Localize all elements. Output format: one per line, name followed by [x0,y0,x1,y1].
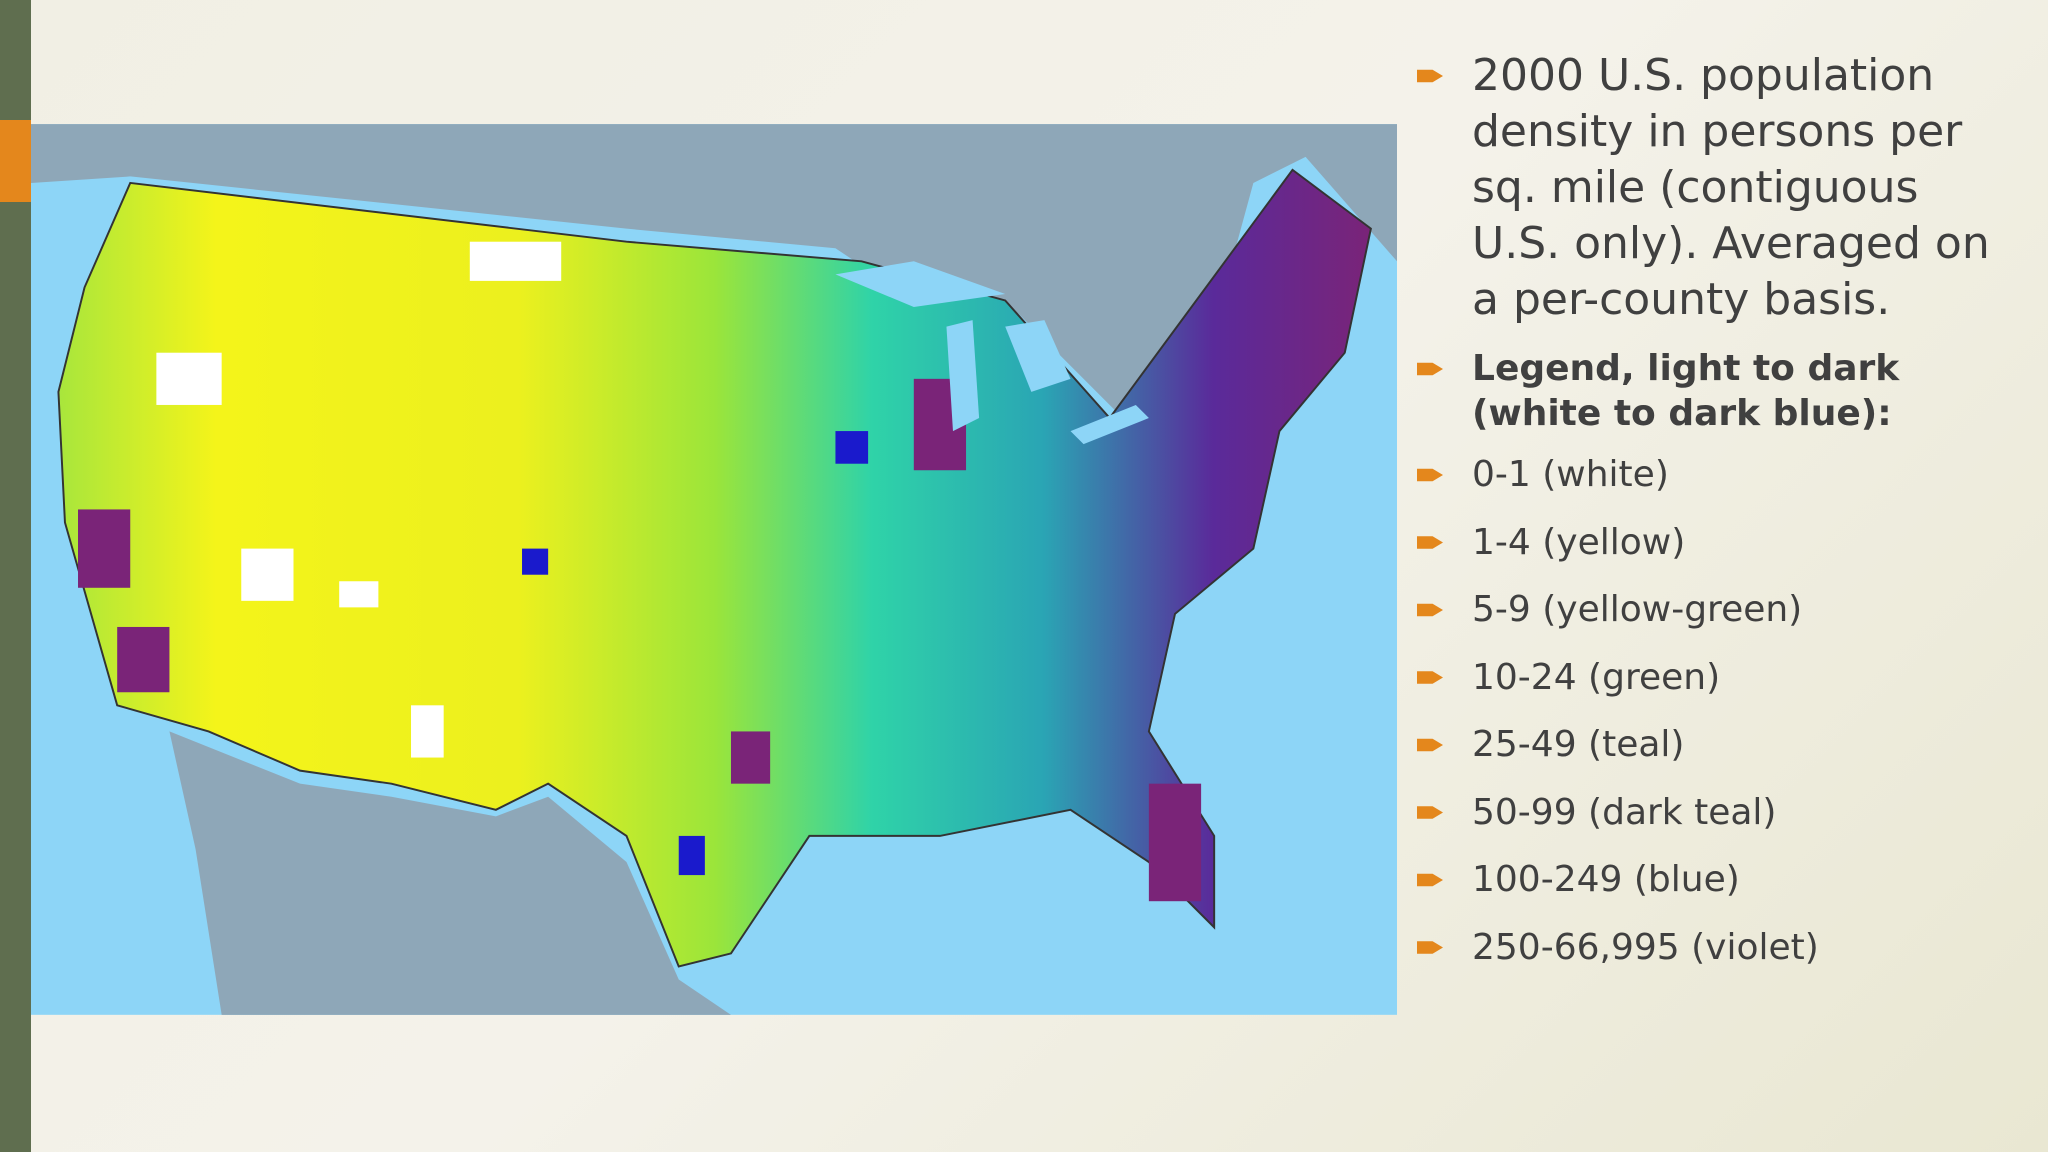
legend-item: 50-99 (dark teal) [1417,790,2017,835]
great-lakes [835,261,1149,445]
accent-tab [0,120,31,202]
legend-item: 5-9 (yellow-green) [1417,587,2017,632]
blue-areas [522,431,869,876]
legend-item: 10-24 (green) [1417,655,2017,700]
legend-heading: Legend, light to dark (white to dark blu… [1417,346,2017,436]
legend-item: 0-1 (white) [1417,452,2017,497]
bullet-list: 2000 U.S. population density in persons … [1417,48,2017,992]
legend-item: 1-4 (yellow) [1417,520,2017,565]
mexico [169,731,731,1015]
legend-item: 100-249 (blue) [1417,857,2017,902]
legend-item: 25-49 (teal) [1417,722,2017,767]
bullet: 2000 U.S. population density in persons … [1417,48,2017,328]
canada [31,124,1397,432]
dense-areas [78,378,1202,902]
population-map [31,124,1397,1015]
legend-item: 250-66,995 (violet) [1417,925,2017,970]
sparse-areas [156,241,562,758]
